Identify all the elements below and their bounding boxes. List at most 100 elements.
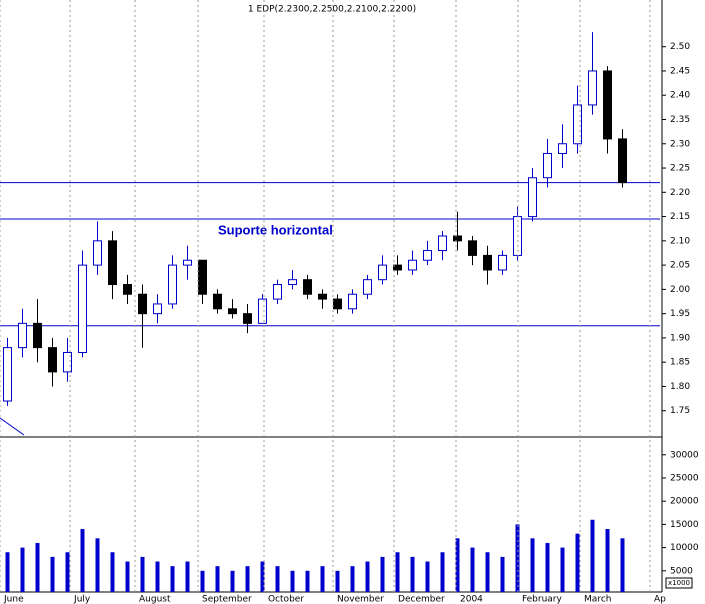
y-tick-label: 1.75 [670, 406, 690, 416]
candle-body [393, 264, 402, 271]
volume-bar [215, 566, 220, 592]
volume-bar [545, 542, 550, 592]
volume-bar [410, 556, 415, 592]
y-tick-label: 1.90 [670, 333, 690, 343]
y-tick-label: 25000 [670, 474, 699, 484]
candle-body [498, 254, 507, 271]
x-tick-label: October [268, 595, 304, 604]
volume-bar [365, 561, 370, 592]
volume-bar [380, 556, 385, 592]
volume-bar [65, 552, 70, 592]
candle-body [243, 313, 252, 324]
volume-bar [275, 566, 280, 592]
y-tick-label: 2.10 [670, 236, 690, 246]
y-tick-label: 2.45 [670, 66, 690, 76]
y-tick-label: 5000 [670, 566, 693, 576]
candle-body [363, 279, 372, 295]
candle-body [3, 347, 12, 402]
x-tick-label: March [584, 595, 611, 604]
volume-bar [440, 552, 445, 592]
y-tick-label: 1.85 [670, 358, 690, 368]
volume-bar [170, 566, 175, 592]
candle-body [558, 143, 567, 154]
volume-bar [485, 552, 490, 592]
candle-body [93, 240, 102, 266]
candle-body [378, 264, 387, 281]
y-tick-label: 1.95 [670, 309, 690, 319]
y-tick-label: 2.40 [670, 91, 690, 101]
x-tick-label: November [337, 595, 384, 604]
x-tick-label: June [3, 595, 24, 604]
candle-body [153, 303, 162, 315]
volume-bar [185, 561, 190, 592]
volume-bar [125, 561, 130, 592]
volume-bar [20, 547, 25, 592]
volume-bar [50, 556, 55, 592]
candle-body [213, 293, 222, 310]
candle-body [288, 279, 297, 286]
candle-body [468, 240, 477, 256]
y-tick-label: 2.30 [670, 139, 690, 149]
y-tick-label: 10000 [670, 543, 699, 553]
y-tick-label: 2.05 [670, 261, 690, 271]
y-tick-label: 1.80 [670, 382, 690, 392]
candle-body [348, 293, 357, 310]
annotation: Suporte horizontal [218, 222, 333, 237]
candle-body [228, 308, 237, 315]
volume-bar [260, 561, 265, 592]
volume-bar [620, 538, 625, 592]
candle-body [123, 284, 132, 295]
volume-bar [350, 566, 355, 592]
candle-body [423, 250, 432, 261]
candle-body [573, 104, 582, 145]
candle-body [453, 235, 462, 242]
volume-bar [335, 570, 340, 592]
candle-body [618, 138, 627, 184]
volume-bar [110, 552, 115, 592]
y-tick-label: 2.20 [670, 188, 690, 198]
x-tick-label: 2004 [460, 595, 483, 604]
volume-bar [560, 547, 565, 592]
volume-bar [5, 552, 10, 592]
volume-bar [515, 524, 520, 592]
candle-body [543, 152, 552, 179]
candle-body [168, 264, 177, 305]
y-tick-label: 15000 [670, 520, 699, 530]
candle-body [483, 254, 492, 271]
y-tick-label: 2.25 [670, 164, 690, 174]
volume-bar [500, 556, 505, 592]
candle-body [588, 70, 597, 106]
candle-body [438, 235, 447, 252]
y-tick-label: 2.35 [670, 115, 690, 125]
candle-body [18, 322, 27, 349]
volume-bar [155, 561, 160, 592]
y-tick-label: 2.15 [670, 212, 690, 222]
x-tick-label: Ap [654, 595, 666, 604]
volume-bar [230, 570, 235, 592]
volume-bar [575, 533, 580, 592]
candle-body [183, 259, 192, 266]
volume-bar [140, 556, 145, 592]
volume-bar [425, 561, 430, 592]
volume-bar [470, 547, 475, 592]
candle-body [408, 259, 417, 271]
candle-body [198, 259, 207, 295]
candle-body [258, 298, 267, 324]
x-tick-label: December [398, 595, 445, 604]
y-tick-label: 30000 [670, 450, 699, 460]
x-tick-label: August [139, 595, 171, 604]
y-tick-label: 2.00 [670, 285, 690, 295]
candle-body [33, 322, 42, 349]
candle-body [528, 177, 537, 218]
candle-body [318, 293, 327, 300]
chart-title: 1 EDP(2.2300,2.2500,2.2100,2.2200) [248, 5, 416, 15]
volume-bar [290, 570, 295, 592]
y-tick-label: 20000 [670, 497, 699, 507]
candle-body [138, 293, 147, 315]
candle-body [63, 351, 72, 373]
x-tick-label: February [522, 595, 563, 604]
candle-body [78, 264, 87, 353]
volume-bar [395, 552, 400, 592]
volume-bar [455, 538, 460, 592]
